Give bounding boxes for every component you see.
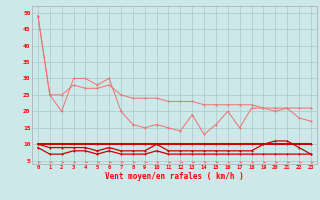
X-axis label: Vent moyen/en rafales ( km/h ): Vent moyen/en rafales ( km/h ) [105,172,244,181]
